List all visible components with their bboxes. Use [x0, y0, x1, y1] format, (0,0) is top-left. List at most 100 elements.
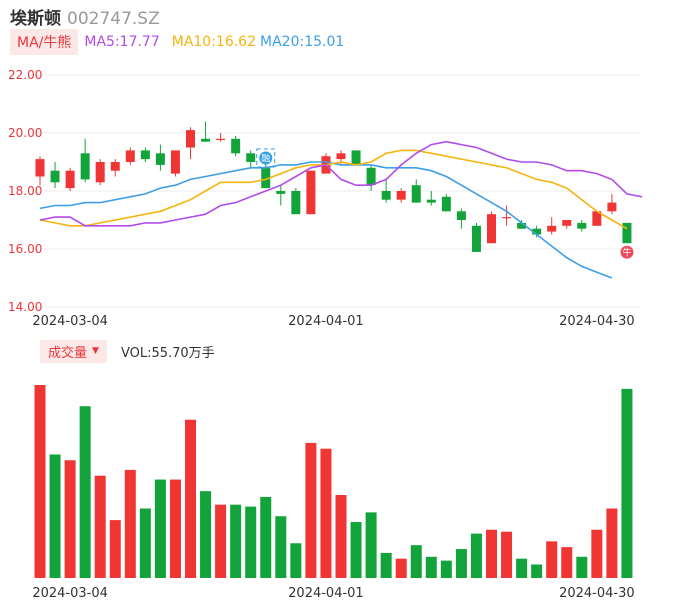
volume-bar — [501, 531, 513, 578]
volume-bar — [380, 552, 392, 578]
stock-name: 埃斯顿 — [10, 9, 61, 29]
volume-bar — [169, 479, 181, 578]
candle-body — [65, 170, 75, 189]
candle-body — [306, 170, 316, 215]
candle-body — [80, 153, 90, 180]
candle-body — [502, 217, 512, 219]
ma5-legend: MA5:17.77 — [84, 34, 160, 50]
volume-bar — [546, 541, 558, 578]
candle-body — [231, 138, 241, 154]
caret-down-icon: ▼ — [92, 346, 99, 356]
candle-body — [622, 222, 632, 244]
volume-bar — [606, 508, 618, 578]
stock-code: 002747.SZ — [67, 9, 160, 29]
y-tick-label: 22.00 — [8, 68, 42, 82]
x-tick-label: 2024-04-01 — [288, 586, 364, 601]
volume-tag-label: 成交量 — [48, 345, 88, 361]
volume-bar — [621, 388, 633, 578]
volume-bar — [320, 448, 332, 578]
y-tick-label: 20.00 — [8, 126, 42, 140]
volume-bar — [230, 504, 242, 578]
ma-type-selector[interactable]: MA/牛熊 — [10, 29, 79, 55]
volume-bar — [516, 558, 528, 578]
x-tick-label: 2024-03-04 — [32, 586, 108, 601]
candle-body — [35, 159, 45, 177]
candle-body — [396, 191, 406, 200]
volume-bar — [260, 496, 272, 578]
candle-body — [276, 191, 286, 194]
volume-indicator-selector[interactable]: 成交量 ▼ — [40, 339, 107, 363]
candle-body — [291, 191, 301, 215]
fund-flow-icon-badge — [259, 151, 273, 165]
candle-body — [110, 162, 120, 171]
volume-bar — [124, 469, 136, 578]
volume-bar — [185, 419, 196, 578]
candle-body — [487, 214, 496, 244]
bull-icon-label: 牛 — [622, 247, 631, 259]
x-tick-label: 2024-04-30 — [559, 586, 635, 601]
x-tick-label: 2024-04-01 — [288, 314, 364, 329]
volume-bar — [49, 454, 61, 578]
candle-body — [140, 150, 150, 160]
candle-body — [441, 196, 451, 212]
volume-bar — [425, 556, 437, 578]
candle-body — [186, 130, 195, 148]
volume-bar — [275, 516, 287, 578]
volume-bar — [290, 543, 302, 578]
candle-body — [411, 185, 421, 203]
candle-body — [201, 138, 211, 142]
candle-body — [170, 150, 180, 174]
volume-bar — [350, 522, 362, 578]
x-tick-label: 2024-04-30 — [559, 314, 635, 329]
fund-flow-icon-frame — [256, 148, 276, 168]
volume-bar — [215, 504, 227, 578]
volume-bar — [455, 549, 467, 578]
volume-bar — [486, 529, 497, 578]
candle-body — [592, 211, 602, 226]
fund-flow-icon: 融 — [256, 148, 276, 168]
candle-body — [261, 167, 271, 189]
ma20-legend: MA20:15.01 — [260, 34, 345, 50]
volume-bar — [94, 475, 106, 578]
ma10-line — [39, 149, 628, 230]
ma-legend: MA/牛熊 MA5:17.77 MA10:16.62 MA20:15.01 — [10, 29, 344, 55]
y-tick-label: 18.00 — [8, 184, 42, 198]
candle-body — [426, 199, 436, 203]
volume-bar — [305, 442, 317, 578]
candle-body — [351, 150, 361, 165]
candle-body — [456, 211, 466, 220]
volume-bar — [576, 556, 588, 578]
volume-bar — [79, 406, 91, 578]
candle-body — [532, 228, 542, 235]
candle-body — [336, 153, 346, 160]
volume-bar — [139, 508, 151, 578]
volume-bar — [200, 491, 212, 578]
volume-bar — [365, 512, 377, 578]
candle-body — [50, 170, 60, 183]
candle-body — [366, 167, 376, 186]
volume-bar — [245, 506, 257, 578]
volume-bar — [470, 533, 482, 578]
ma10-legend: MA10:16.62 — [171, 34, 257, 50]
candle-body — [607, 202, 617, 212]
candle-body — [471, 225, 481, 252]
candle-body — [381, 191, 391, 200]
volume-bar — [410, 545, 422, 578]
volume-bar — [531, 564, 543, 578]
candle-body — [216, 138, 226, 140]
candle-body — [547, 225, 557, 232]
fund-flow-icon-label: 融 — [261, 154, 270, 165]
volume-bar — [440, 560, 452, 578]
stock-header: 埃斯顿 002747.SZ — [10, 4, 160, 29]
candle-body — [155, 153, 165, 165]
candle-body — [125, 150, 135, 162]
candle-body — [577, 222, 587, 229]
volume-bar — [335, 495, 347, 578]
bull-icon-badge — [620, 245, 634, 259]
candle-body — [562, 220, 572, 226]
y-tick-label: 14.00 — [8, 300, 42, 314]
x-tick-label: 2024-03-04 — [32, 314, 108, 329]
volume-bar — [34, 385, 46, 578]
bull-icon: 牛 — [620, 245, 634, 259]
